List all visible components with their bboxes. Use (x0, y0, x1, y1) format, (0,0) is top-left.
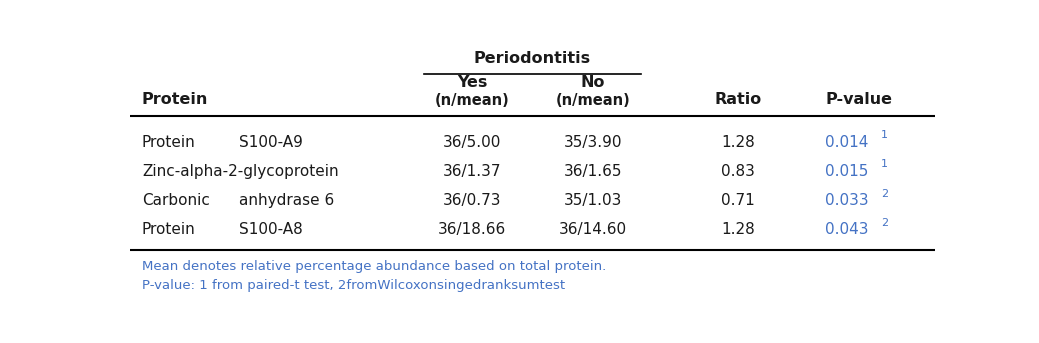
Text: 0.015: 0.015 (825, 164, 869, 179)
Text: No: No (581, 74, 605, 90)
Text: 35/3.90: 35/3.90 (563, 135, 622, 150)
Text: 0.014: 0.014 (825, 135, 869, 150)
Text: 0.033: 0.033 (825, 193, 869, 209)
Text: 1.28: 1.28 (721, 135, 754, 150)
Text: P-value: P-value (825, 92, 893, 107)
Text: (n/mean): (n/mean) (556, 93, 631, 108)
Text: Protein: Protein (142, 223, 195, 237)
Text: 36/18.66: 36/18.66 (438, 223, 506, 237)
Text: 1: 1 (881, 159, 888, 169)
Text: 2: 2 (881, 217, 888, 228)
Text: 36/1.65: 36/1.65 (563, 164, 622, 179)
Text: P-value: 1 from paired-t test, 2fromWilcoxonsingedranksumtest: P-value: 1 from paired-t test, 2fromWilc… (142, 279, 565, 292)
Text: S100-A9: S100-A9 (239, 135, 302, 150)
Text: 0.043: 0.043 (825, 223, 869, 237)
Text: Protein: Protein (142, 135, 195, 150)
Text: 36/0.73: 36/0.73 (443, 193, 502, 209)
Text: 1: 1 (881, 130, 888, 140)
Text: Zinc-alpha-2-glycoprotein: Zinc-alpha-2-glycoprotein (142, 164, 339, 179)
Text: (n/mean): (n/mean) (434, 93, 509, 108)
Text: 36/14.60: 36/14.60 (559, 223, 627, 237)
Text: 1.28: 1.28 (721, 223, 754, 237)
Text: anhydrase 6: anhydrase 6 (239, 193, 334, 209)
Text: Protein: Protein (142, 92, 209, 107)
Text: Yes: Yes (457, 74, 487, 90)
Text: Mean denotes relative percentage abundance based on total protein.: Mean denotes relative percentage abundan… (142, 260, 606, 273)
Text: 36/5.00: 36/5.00 (443, 135, 501, 150)
Text: Periodontitis: Periodontitis (474, 51, 591, 66)
Text: Ratio: Ratio (714, 92, 762, 107)
Text: 0.83: 0.83 (721, 164, 754, 179)
Text: 36/1.37: 36/1.37 (443, 164, 502, 179)
Text: 0.71: 0.71 (721, 193, 754, 209)
Text: 35/1.03: 35/1.03 (564, 193, 622, 209)
Text: S100-A8: S100-A8 (239, 223, 302, 237)
Text: 2: 2 (881, 189, 888, 199)
Text: Carbonic: Carbonic (142, 193, 210, 209)
